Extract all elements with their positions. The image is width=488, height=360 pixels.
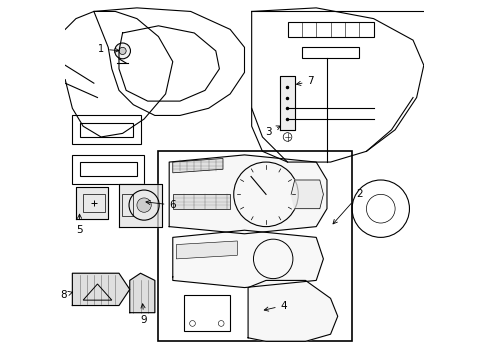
Text: 8: 8 bbox=[60, 290, 73, 300]
Text: 3: 3 bbox=[265, 126, 280, 136]
Polygon shape bbox=[72, 273, 129, 306]
Text: 9: 9 bbox=[141, 304, 147, 325]
Polygon shape bbox=[76, 187, 108, 220]
Text: 7: 7 bbox=[296, 76, 313, 86]
Polygon shape bbox=[172, 230, 323, 288]
Polygon shape bbox=[119, 184, 162, 226]
Text: 4: 4 bbox=[264, 301, 286, 311]
Text: 1: 1 bbox=[98, 44, 119, 54]
Text: 6: 6 bbox=[146, 200, 176, 210]
Polygon shape bbox=[129, 273, 155, 313]
Text: 5: 5 bbox=[76, 214, 82, 235]
Text: 2: 2 bbox=[332, 189, 362, 224]
Circle shape bbox=[119, 47, 126, 54]
Polygon shape bbox=[247, 280, 337, 341]
Polygon shape bbox=[176, 241, 237, 259]
Polygon shape bbox=[172, 194, 230, 209]
Circle shape bbox=[137, 198, 151, 212]
Circle shape bbox=[115, 43, 130, 59]
Polygon shape bbox=[290, 180, 323, 209]
Polygon shape bbox=[169, 155, 326, 234]
Polygon shape bbox=[172, 158, 223, 173]
Polygon shape bbox=[280, 76, 294, 130]
